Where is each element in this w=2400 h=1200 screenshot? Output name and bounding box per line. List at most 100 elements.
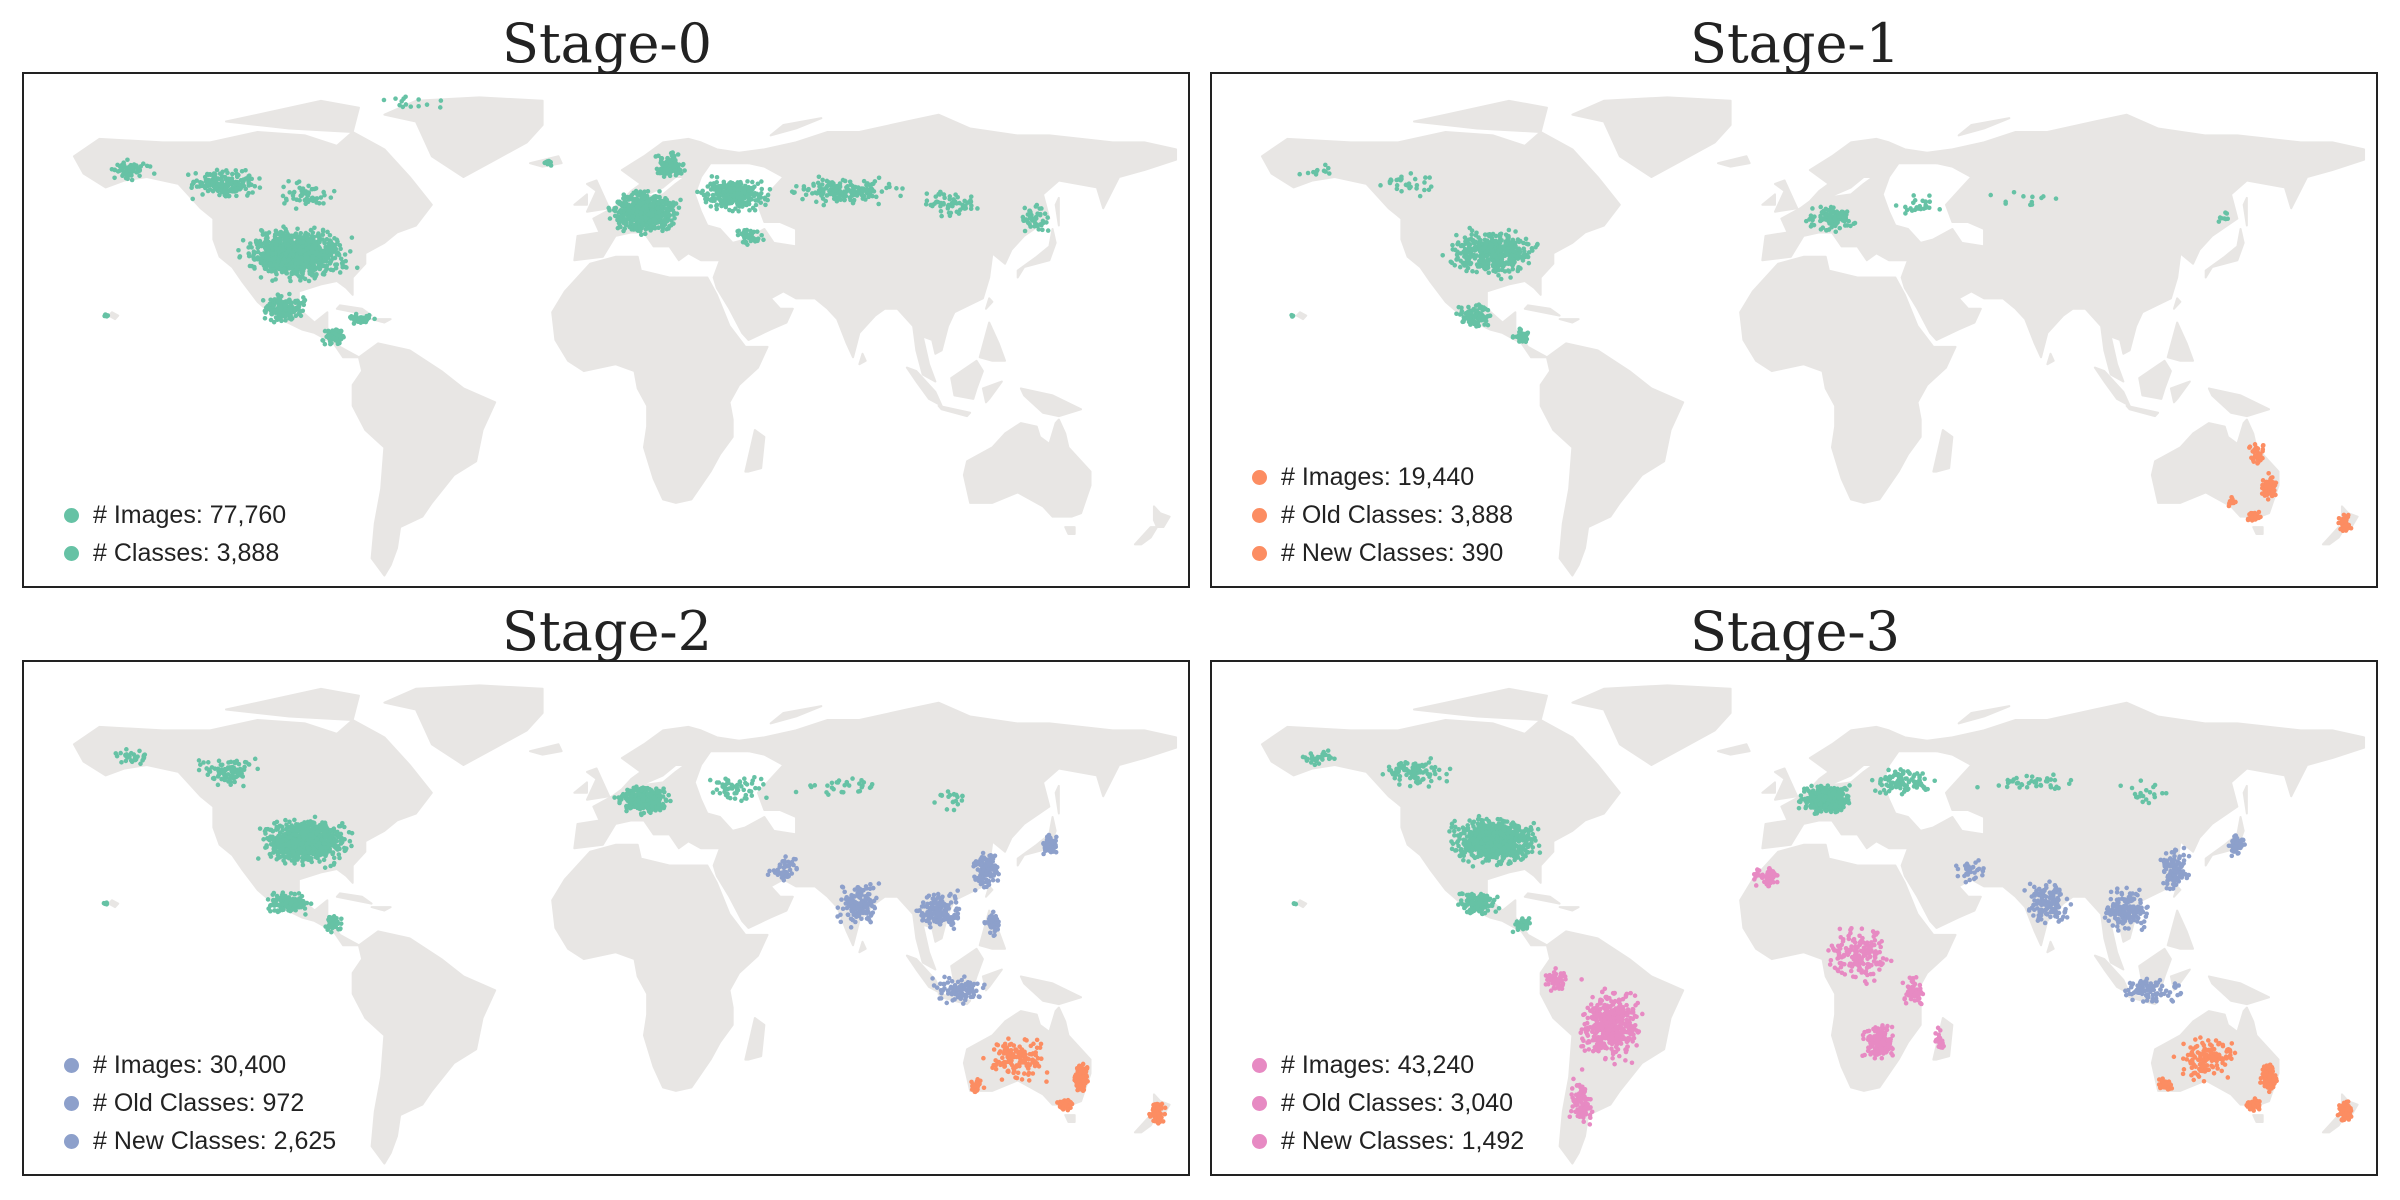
observation-point (933, 194, 939, 199)
observation-point (1484, 248, 1490, 254)
observation-point (226, 193, 231, 199)
observation-point (662, 219, 668, 225)
observation-point (286, 243, 291, 248)
observation-point (731, 186, 737, 192)
observation-point (298, 275, 304, 281)
observation-point (277, 823, 283, 829)
landmass (1413, 99, 1548, 133)
observation-point (276, 844, 281, 850)
observation-point (1455, 255, 1460, 261)
observation-point (1832, 216, 1838, 221)
legend-item: # Old Classes: 3,888 (1252, 496, 1513, 534)
observation-point (667, 200, 672, 206)
observation-point (351, 321, 357, 326)
observation-point (735, 232, 741, 238)
landmass (573, 781, 588, 794)
observation-point (1466, 304, 1471, 310)
observation-point (898, 193, 903, 199)
observation-point (1466, 245, 1472, 251)
observation-point (134, 170, 139, 175)
observation-point (759, 232, 764, 238)
observation-point (140, 161, 146, 166)
observation-point (2336, 515, 2342, 521)
observation-point (273, 900, 278, 905)
observation-point (270, 278, 275, 283)
observation-point (1489, 236, 1495, 241)
observation-point (811, 183, 816, 188)
observation-point (327, 261, 333, 266)
observation-point (1851, 221, 1857, 227)
observation-point (249, 182, 254, 188)
observation-point (1477, 249, 1483, 254)
observation-point (112, 175, 117, 181)
observation-point (923, 202, 929, 207)
observation-point (317, 852, 322, 858)
observation-point (952, 199, 958, 204)
observation-point (728, 189, 734, 194)
observation-point (291, 189, 297, 195)
observation-points (101, 747, 965, 935)
landmass (1133, 526, 1159, 546)
observation-point (736, 208, 741, 214)
observation-point (328, 267, 334, 273)
observation-point (661, 170, 666, 176)
observation-point (1837, 225, 1843, 231)
landmass (2046, 352, 2055, 366)
observation-point (229, 768, 234, 774)
observation-point (336, 852, 342, 857)
observation-point (1458, 258, 1463, 264)
observation-point (900, 186, 905, 191)
observation-points (102, 94, 1051, 347)
observation-point (299, 235, 305, 240)
observation-point (258, 275, 264, 280)
observation-point (221, 770, 227, 776)
observation-point (1474, 269, 1479, 275)
observation-point (293, 271, 299, 276)
landmass (335, 892, 373, 905)
observation-point (230, 764, 235, 770)
observation-point (1848, 223, 1853, 229)
observation-point (1499, 238, 1504, 243)
observation-point (975, 206, 980, 211)
observation-point (280, 902, 285, 907)
observation-point (261, 837, 266, 842)
observation-point (947, 213, 953, 219)
observation-point (754, 237, 760, 242)
observation-point (941, 192, 947, 197)
observation-point (331, 249, 337, 254)
observation-point (298, 841, 304, 847)
observation-point (667, 173, 673, 179)
observation-point (347, 838, 353, 844)
observation-point (1021, 217, 1026, 222)
observation-point (734, 200, 740, 206)
observation-point (835, 195, 841, 200)
observation-point (672, 215, 677, 221)
observation-point (1482, 232, 1488, 237)
observation-point (300, 827, 306, 833)
observation-point (268, 308, 274, 313)
observation-point (211, 775, 217, 781)
observation-point (283, 817, 288, 823)
observation-point (287, 819, 292, 825)
observation-point (330, 245, 335, 251)
observation-point (337, 242, 343, 248)
observation-point (955, 194, 960, 200)
observation-point (210, 188, 216, 194)
observation-point (638, 210, 643, 216)
observation-point (295, 304, 301, 309)
observation-point (307, 250, 312, 256)
observation-point (2258, 451, 2263, 457)
observation-point (708, 204, 714, 209)
observation-point (1476, 302, 1482, 307)
landmass (744, 429, 766, 473)
observation-point (1399, 176, 1404, 182)
observation-point (791, 190, 797, 196)
observation-point (1500, 253, 1506, 259)
observation-point (326, 332, 332, 338)
observation-point (320, 271, 326, 277)
observation-point (282, 303, 288, 308)
observation-point (622, 226, 628, 231)
observation-point (607, 216, 613, 221)
landmass (585, 767, 611, 801)
observation-point (260, 254, 266, 260)
